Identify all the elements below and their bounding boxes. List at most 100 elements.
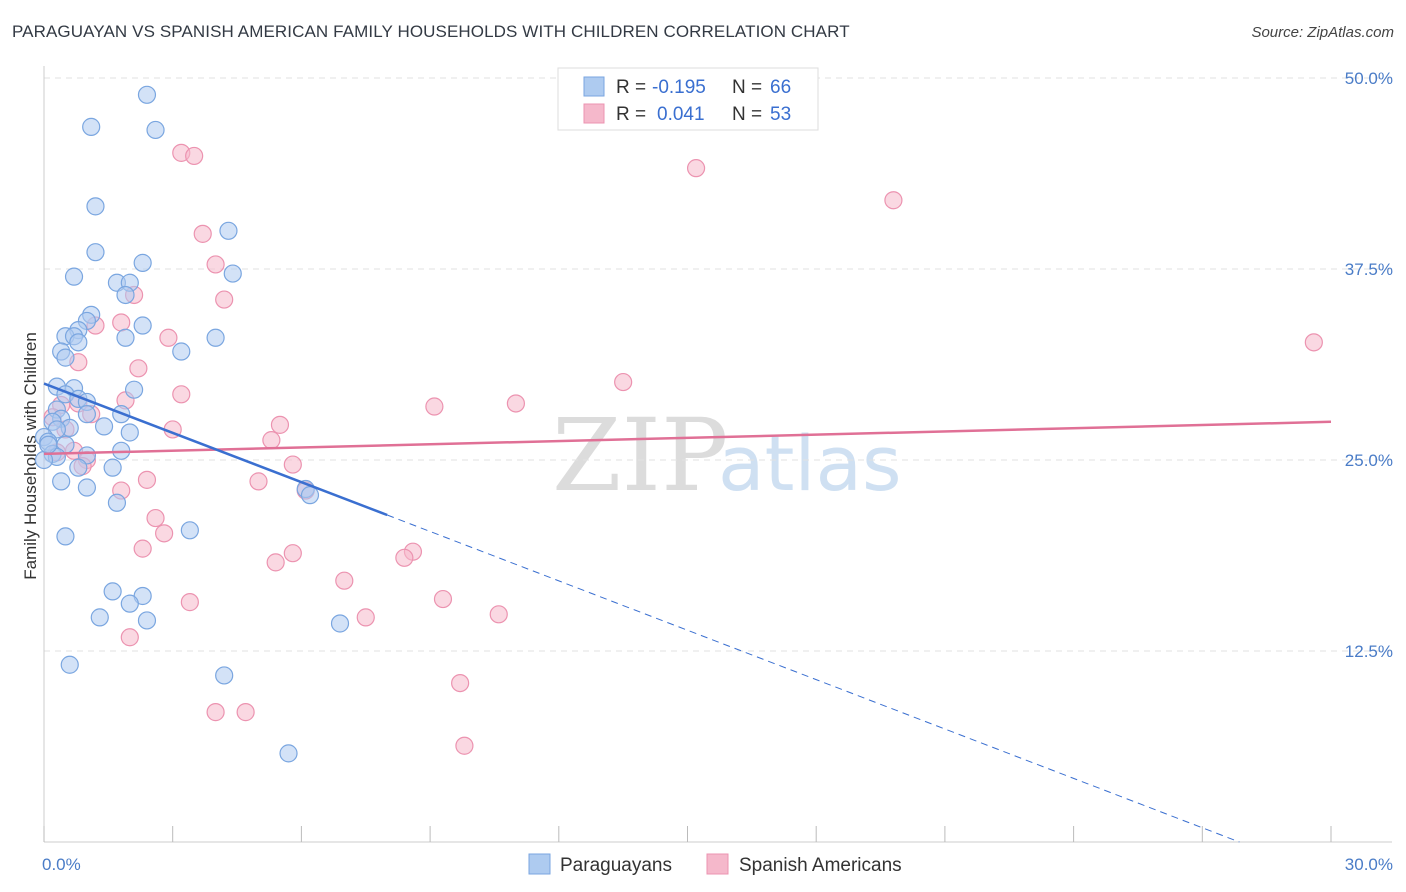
spanish-american-point <box>1304 333 1323 352</box>
legend-r-label-2: R = <box>616 104 646 125</box>
paraguayan-point <box>146 120 165 140</box>
spanish-american-point <box>266 553 285 572</box>
spanish-american-point <box>614 372 633 392</box>
chart-title: PARAGUAYAN VS SPANISH AMERICAN FAMILY HO… <box>12 22 850 41</box>
spanish-american-point <box>506 394 526 413</box>
watermark-zip: ZIP <box>552 397 728 514</box>
paraguayan-point <box>60 655 79 674</box>
paraguayan-point <box>180 521 199 540</box>
spanish-americans-trend-line <box>43 420 1332 456</box>
paraguayan-point <box>172 342 191 361</box>
paraguayan-point <box>52 472 71 491</box>
spanish-american-point <box>133 539 152 558</box>
spanish-american-point <box>146 508 165 528</box>
paraguayan-point <box>206 328 225 347</box>
paraguayan-point <box>116 328 135 347</box>
spanish-american-point <box>180 593 199 612</box>
spanish-american-point <box>283 544 302 563</box>
legend-swatch-paraguayans <box>583 76 605 97</box>
legend-n-label-2: N = <box>732 104 762 125</box>
spanish-american-point <box>112 313 131 332</box>
paraguayan-point <box>279 744 298 763</box>
paraguayan-point <box>133 253 152 272</box>
y-tick-labels: 12.5% 25.0% 37.5% 50.0% <box>1345 69 1393 661</box>
paraguayan-point <box>300 486 320 505</box>
x-tick-label-1: 30.0% <box>1345 855 1393 874</box>
spanish-american-point <box>215 290 234 309</box>
source-credit: Source: ZipAtlas.com <box>1251 24 1394 41</box>
y-tick-label-2: 37.5% <box>1345 260 1393 279</box>
spanish-american-point <box>335 571 354 590</box>
spanish-american-point <box>455 736 474 755</box>
trend-lines <box>43 382 1332 843</box>
paraguayan-point <box>86 243 105 262</box>
grid-lines <box>44 77 1392 652</box>
spanish-american-point <box>249 472 268 491</box>
paraguayan-point <box>77 478 97 497</box>
spanish-american-point <box>129 359 148 378</box>
x-tick-label-0: 0.0% <box>42 855 81 874</box>
paraguayan-point <box>56 527 75 546</box>
paraguayan-point <box>107 493 127 512</box>
paraguayan-point <box>56 348 75 367</box>
x-tick-labels: 0.0% 30.0% <box>42 855 1393 874</box>
spanish-american-point <box>489 605 508 624</box>
y-tick-label-0: 12.5% <box>1345 642 1393 661</box>
paraguayan-point <box>39 435 58 454</box>
paraguayan-point <box>219 221 238 240</box>
paraguayan-point <box>215 666 234 685</box>
paraguayan-point <box>137 85 157 104</box>
spanish-american-point <box>193 224 212 243</box>
spanish-american-point <box>262 431 281 450</box>
spanish-american-point <box>185 146 204 166</box>
paraguayan-point <box>82 117 101 136</box>
series-legend: Paraguayans Spanish Americans <box>528 853 902 876</box>
paraguayan-point <box>116 285 135 305</box>
paraguayan-point <box>133 316 152 335</box>
paraguayans-trend-line <box>43 382 388 517</box>
y-tick-label-3: 50.0% <box>1345 69 1393 88</box>
paraguayan-point <box>120 594 139 613</box>
spanish-american-point <box>884 191 903 210</box>
spanish-american-point <box>155 524 174 543</box>
legend-r-value-2: 0.041 <box>657 104 705 125</box>
paraguayan-point <box>103 582 122 601</box>
y-axis-label: Family Households with Children <box>21 332 40 580</box>
spanish-american-point <box>236 703 255 722</box>
paraguayan-point <box>94 417 114 436</box>
spanish-american-point <box>433 589 453 609</box>
legend-r-value-1: -0.195 <box>652 77 706 98</box>
legend-n-value-1: 66 <box>770 77 791 98</box>
paraguayan-point <box>120 423 139 442</box>
bottom-legend-label-spanish-americans: Spanish Americans <box>739 855 902 876</box>
spanish-american-point <box>206 703 225 722</box>
bottom-legend-label-paraguayans: Paraguayans <box>560 855 672 876</box>
spanish-american-point <box>283 455 302 474</box>
paraguayan-point <box>86 197 105 216</box>
spanish-american-point <box>686 159 706 178</box>
correlation-legend: R = -0.195 N = 66 R = 0.041 N = 53 <box>557 67 819 131</box>
paraguayan-point <box>90 608 109 627</box>
paraguayans-points <box>34 85 350 763</box>
paraguayan-point <box>124 380 144 399</box>
legend-swatch-spanish-americans <box>583 103 605 124</box>
legend-n-value-2: 53 <box>770 104 791 125</box>
paraguayan-point <box>77 405 97 424</box>
spanish-american-point <box>206 255 225 274</box>
paraguayan-point <box>103 458 122 477</box>
paraguayan-point <box>69 333 88 352</box>
paraguayan-point <box>137 611 157 630</box>
spanish-american-point <box>137 470 157 489</box>
spanish-american-point <box>425 397 444 416</box>
spanish-american-point <box>120 628 139 647</box>
bottom-legend-swatch-paraguayans <box>528 853 551 875</box>
legend-n-label-1: N = <box>732 77 762 98</box>
spanish-american-point <box>356 608 375 627</box>
paraguayan-point <box>223 264 242 283</box>
legend-r-label-1: R = <box>616 77 646 98</box>
spanish-american-point <box>159 328 178 347</box>
spanish-american-point <box>172 385 191 404</box>
paraguayan-point <box>330 614 350 633</box>
paraguayans-trend-extension <box>387 514 1240 843</box>
